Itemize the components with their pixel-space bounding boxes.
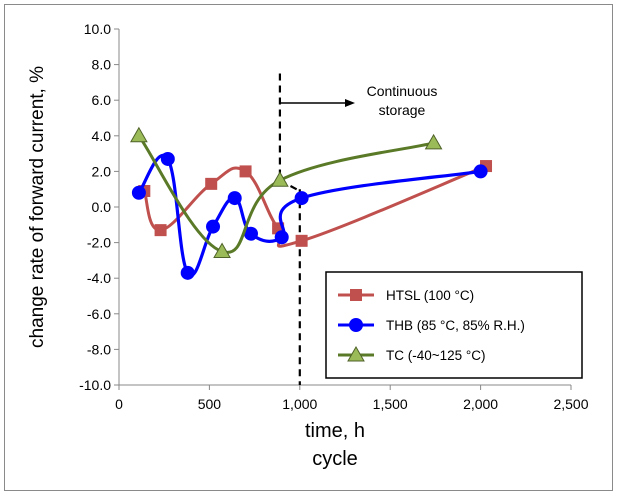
data-point bbox=[213, 242, 231, 258]
x-axis-label-secondary: cycle bbox=[312, 448, 358, 470]
legend-label: THB (85 °C, 85% R.H.) bbox=[386, 318, 525, 333]
x-tick-label: 500 bbox=[198, 396, 222, 412]
x-tick-label: 1,500 bbox=[373, 396, 408, 412]
data-point bbox=[206, 219, 221, 234]
y-tick-label: 8.0 bbox=[92, 57, 112, 73]
annotation: Continuous storage bbox=[279, 83, 438, 118]
data-point bbox=[294, 191, 309, 206]
legend-label: TC (-40~125 °C) bbox=[386, 348, 486, 363]
series-circle bbox=[131, 151, 488, 280]
legend-item: THB (85 °C, 85% R.H.) bbox=[338, 318, 525, 333]
x-tick-label: 1,000 bbox=[282, 396, 317, 412]
x-tick-label: 2,500 bbox=[553, 396, 588, 412]
series-triangle bbox=[130, 126, 443, 258]
y-tick-label: -4.0 bbox=[87, 270, 111, 286]
x-tick-label: 2,000 bbox=[463, 396, 498, 412]
series-square bbox=[138, 160, 493, 248]
data-point bbox=[271, 171, 289, 187]
legend-swatch-marker bbox=[347, 345, 365, 362]
annotation-line-1: Continuous bbox=[367, 83, 438, 99]
data-point bbox=[243, 226, 258, 241]
chart-svg: -10.0 -8.0 -6.0 -4.0 -2.0 0.0 2.0 4.0 6.0 8.0 10.0… bbox=[27, 21, 589, 470]
legend-swatch-marker bbox=[349, 318, 363, 332]
legend-item: HTSL (100 °C) bbox=[338, 288, 474, 303]
y-tick-label: 4.0 bbox=[92, 128, 112, 144]
chart-frame: -10.0 -8.0 -6.0 -4.0 -2.0 0.0 2.0 4.0 6.0 8.0 10.0… bbox=[4, 4, 613, 491]
series-layer bbox=[130, 126, 493, 280]
y-tick-label: 0.0 bbox=[92, 199, 112, 215]
y-tick-label: -10.0 bbox=[79, 377, 111, 393]
y-tick-label: -8.0 bbox=[87, 341, 111, 357]
data-point bbox=[239, 165, 252, 178]
data-point bbox=[180, 265, 195, 280]
y-tick-label: 2.0 bbox=[92, 163, 112, 179]
x-tick-label: 0 bbox=[115, 396, 123, 412]
data-point bbox=[424, 133, 443, 150]
legend: HTSL (100 °C) THB (85 °C, 85% R.H.) TC (-4… bbox=[325, 271, 583, 379]
legend-item: TC (-40~125 °C) bbox=[338, 345, 486, 363]
y-tick-label: 6.0 bbox=[92, 92, 112, 108]
data-point bbox=[227, 191, 242, 206]
series-line bbox=[137, 154, 481, 277]
y-tick-label: -6.0 bbox=[87, 306, 111, 322]
data-point bbox=[473, 164, 488, 179]
data-point bbox=[160, 151, 175, 166]
data-point bbox=[130, 126, 148, 143]
y-tick-label: -2.0 bbox=[87, 235, 111, 251]
y-tick-label: 10.0 bbox=[84, 21, 111, 37]
data-point bbox=[274, 230, 289, 245]
legend-swatch-marker bbox=[350, 289, 362, 301]
y-axis-label: change rate of forward current, % bbox=[27, 66, 48, 348]
data-point bbox=[295, 234, 308, 247]
axes: -10.0 -8.0 -6.0 -4.0 -2.0 0.0 2.0 4.0 6.0 8.0 10.0… bbox=[79, 21, 589, 412]
annotation-line-2: storage bbox=[379, 102, 426, 118]
annotation-arrow-head bbox=[345, 99, 355, 107]
series-line bbox=[137, 134, 434, 254]
legend-label: HTSL (100 °C) bbox=[386, 288, 474, 303]
x-axis-label: time, h bbox=[305, 420, 365, 442]
data-point bbox=[205, 177, 218, 190]
data-point bbox=[131, 185, 146, 200]
data-point bbox=[154, 224, 167, 237]
